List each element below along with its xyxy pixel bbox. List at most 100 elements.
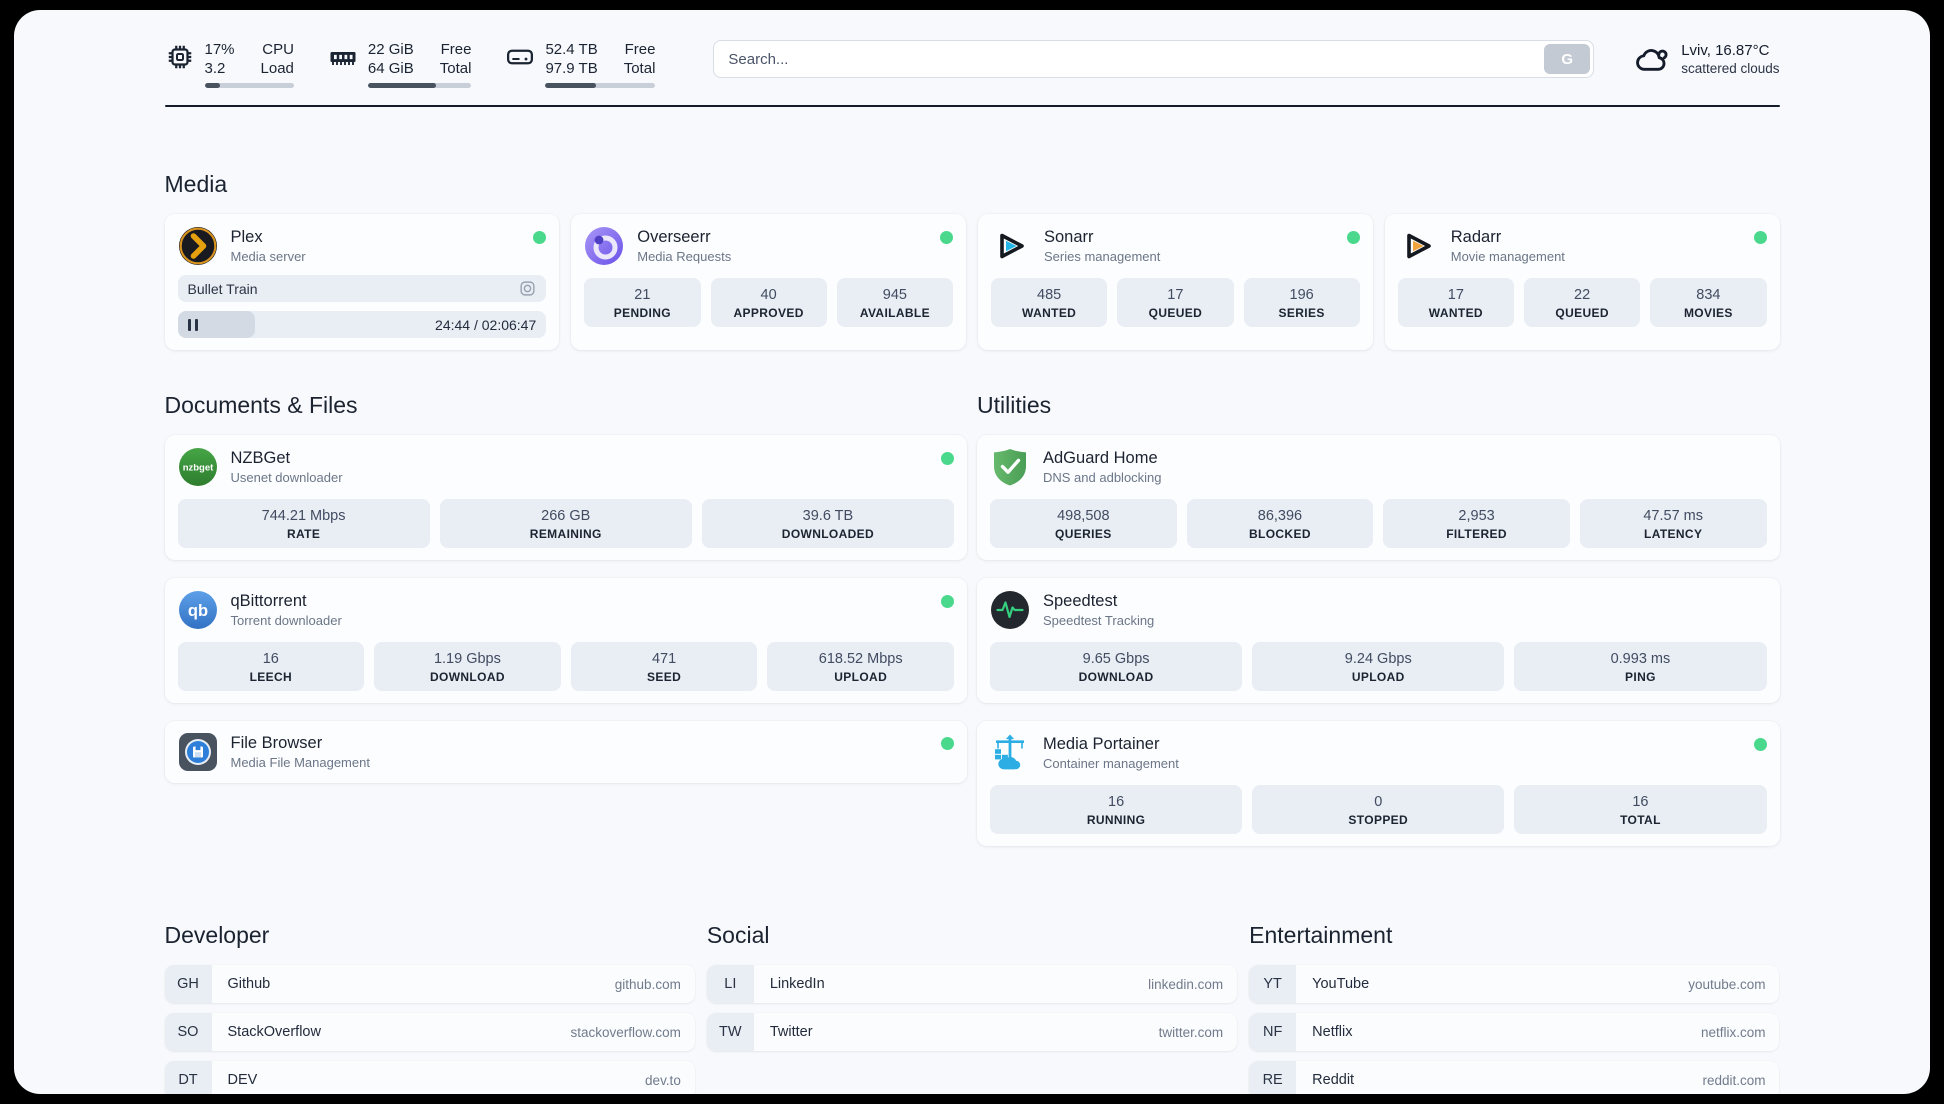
bookmark-domain: reddit.com bbox=[1702, 1072, 1766, 1088]
service-card-portainer[interactable]: Media Portainer Container management 16 … bbox=[977, 721, 1780, 846]
bookmark-domain: netflix.com bbox=[1700, 1024, 1766, 1040]
service-title: qBittorrent bbox=[230, 592, 307, 610]
bookmark-github[interactable]: GH Github github.com bbox=[164, 965, 695, 1003]
service-card-nzbget[interactable]: nzbget NZBGet Usenet downloader 744.21 M… bbox=[164, 435, 967, 560]
bookmark-domain: dev.to bbox=[645, 1072, 681, 1088]
memory-labels: Free Total bbox=[439, 41, 472, 77]
adguard-icon bbox=[994, 449, 1026, 486]
disk-progress-bar bbox=[545, 83, 656, 88]
sonarr-icon bbox=[1000, 233, 1024, 259]
disk-labels: Free Total bbox=[623, 41, 656, 77]
stat-block: 17 QUEUED bbox=[1117, 278, 1234, 327]
disk-values: 52.4 TB 97.9 TB bbox=[545, 41, 598, 77]
service-title: Media Portainer bbox=[1043, 735, 1160, 753]
service-card-overseerr[interactable]: Overseerr Media Requests 21 PENDING 40 A… bbox=[571, 214, 966, 350]
stat-block: 86,396 BLOCKED bbox=[1186, 499, 1374, 548]
stat-block: 834 MOVIES bbox=[1650, 278, 1767, 327]
bookmark-abbr: NF bbox=[1249, 1013, 1297, 1051]
bookmark-dev[interactable]: DT DEV dev.to bbox=[164, 1061, 695, 1094]
bookmarks-developer: Developer GH Github github.com SO StackO… bbox=[164, 922, 695, 1094]
bookmark-name: Twitter bbox=[769, 1024, 813, 1040]
service-subtitle: Media server bbox=[230, 249, 306, 264]
bookmark-name: Netflix bbox=[1312, 1024, 1353, 1040]
service-title: Sonarr bbox=[1044, 228, 1094, 246]
stat-block: 17 WANTED bbox=[1397, 278, 1514, 327]
service-title: Speedtest bbox=[1043, 592, 1118, 610]
cpu-values: 17% 3.2 bbox=[204, 41, 235, 77]
service-card-sonarr[interactable]: Sonarr Series management 485 WANTED 17 Q… bbox=[978, 214, 1373, 350]
bookmark-domain: github.com bbox=[614, 976, 681, 992]
section-title-developer: Developer bbox=[164, 922, 270, 948]
service-subtitle: Movie management bbox=[1450, 249, 1565, 264]
service-subtitle: Media Requests bbox=[637, 249, 732, 264]
stat-block: 16 LEECH bbox=[177, 642, 365, 691]
memory-values: 22 GiB 64 GiB bbox=[367, 41, 414, 77]
stat-block: 40 APPROVED bbox=[710, 278, 827, 327]
bookmark-youtube[interactable]: YT YouTube youtube.com bbox=[1249, 965, 1780, 1003]
documents-column: Documents & Files nzbget NZBGet Usenet d… bbox=[164, 392, 967, 864]
stat-block: 22 QUEUED bbox=[1524, 278, 1641, 327]
service-card-qbittorrent[interactable]: qb qBittorrent Torrent downloader 16 LEE… bbox=[164, 578, 967, 703]
service-subtitle: Media File Management bbox=[230, 755, 370, 770]
section-title-social: Social bbox=[706, 922, 770, 948]
bookmark-domain: twitter.com bbox=[1158, 1024, 1224, 1040]
cpu-progress-bar bbox=[204, 83, 294, 88]
search-input[interactable] bbox=[717, 44, 1545, 74]
bookmark-abbr: GH bbox=[164, 965, 212, 1003]
weather-location-temp: Lviv, 16.87°C bbox=[1681, 42, 1770, 59]
stat-block: 9.24 Gbps UPLOAD bbox=[1252, 642, 1505, 691]
bookmark-name: StackOverflow bbox=[227, 1024, 321, 1040]
bookmark-reddit[interactable]: RE Reddit reddit.com bbox=[1249, 1061, 1780, 1094]
bookmark-linkedin[interactable]: LI LinkedIn linkedin.com bbox=[706, 965, 1238, 1003]
stat-block: 1.19 Gbps DOWNLOAD bbox=[374, 642, 561, 691]
service-card-adguard[interactable]: AdGuard Home DNS and adblocking 498,508 … bbox=[977, 435, 1780, 560]
service-subtitle: Torrent downloader bbox=[230, 613, 342, 628]
stat-block: 485 WANTED bbox=[991, 278, 1108, 327]
service-card-radarr[interactable]: Radarr Movie management 17 WANTED 22 QUE… bbox=[1384, 214, 1780, 350]
bookmark-abbr: DT bbox=[164, 1061, 212, 1094]
bookmark-domain: linkedin.com bbox=[1148, 976, 1224, 992]
status-online-dot bbox=[533, 231, 547, 244]
stat-block: 39.6 TB DOWNLOADED bbox=[701, 499, 955, 548]
bookmarks-social: Social LI LinkedIn linkedin.com TW Twitt… bbox=[706, 922, 1238, 1094]
cpu-widget: 17% 3.2 CPU Load bbox=[165, 40, 294, 88]
status-online-dot bbox=[1346, 231, 1360, 244]
service-title: NZBGet bbox=[230, 449, 291, 467]
dashboard-page: 17% 3.2 CPU Load bbox=[14, 10, 1930, 1094]
service-title: Radarr bbox=[1450, 228, 1502, 246]
bookmark-name: Reddit bbox=[1312, 1072, 1355, 1088]
bookmark-domain: youtube.com bbox=[1688, 976, 1766, 992]
cpu-labels: CPU Load bbox=[260, 41, 294, 77]
search-provider-button[interactable]: G bbox=[1544, 44, 1591, 74]
playback-progress-row: 24:44 / 02:06:47 bbox=[177, 311, 547, 338]
service-subtitle: Usenet downloader bbox=[230, 470, 343, 485]
cpu-icon bbox=[168, 45, 191, 69]
svg-text:qb: qb bbox=[187, 602, 207, 620]
weather-condition: scattered clouds bbox=[1681, 61, 1780, 76]
service-subtitle: Speedtest Tracking bbox=[1043, 613, 1155, 628]
bookmark-abbr: LI bbox=[706, 965, 754, 1003]
section-title-documents: Documents & Files bbox=[164, 392, 358, 418]
bookmark-stackoverflow[interactable]: SO StackOverflow stackoverflow.com bbox=[164, 1013, 695, 1051]
memory-progress-bar bbox=[367, 83, 472, 88]
header-divider bbox=[164, 105, 1780, 107]
service-title: Plex bbox=[230, 228, 263, 246]
memory-widget: 22 GiB 64 GiB Free Total bbox=[328, 40, 472, 88]
svg-text:nzbget: nzbget bbox=[182, 463, 213, 474]
bookmark-twitter[interactable]: TW Twitter twitter.com bbox=[706, 1013, 1238, 1051]
stat-block: 47.57 ms LATENCY bbox=[1579, 499, 1767, 548]
bookmark-netflix[interactable]: NF Netflix netflix.com bbox=[1249, 1013, 1780, 1051]
service-card-speedtest[interactable]: Speedtest Speedtest Tracking 9.65 Gbps D… bbox=[977, 578, 1780, 703]
service-card-filebrowser[interactable]: File Browser Media File Management bbox=[164, 721, 967, 783]
stat-block: 16 RUNNING bbox=[990, 785, 1243, 834]
utilities-column: Utilities AdGuard Home DNS and adblockin… bbox=[977, 392, 1780, 864]
bookmark-name: LinkedIn bbox=[769, 976, 825, 992]
section-title-media: Media bbox=[164, 171, 228, 197]
service-card-plex[interactable]: Plex Media server Bullet Train bbox=[164, 214, 560, 350]
bookmark-name: DEV bbox=[227, 1072, 258, 1088]
search-bar: G bbox=[713, 40, 1595, 78]
stat-block: 498,508 QUERIES bbox=[990, 499, 1177, 548]
bookmark-name: YouTube bbox=[1312, 976, 1370, 992]
playback-time: 24:44 / 02:06:47 bbox=[435, 316, 537, 333]
stat-block: 9.65 Gbps DOWNLOAD bbox=[990, 642, 1243, 691]
